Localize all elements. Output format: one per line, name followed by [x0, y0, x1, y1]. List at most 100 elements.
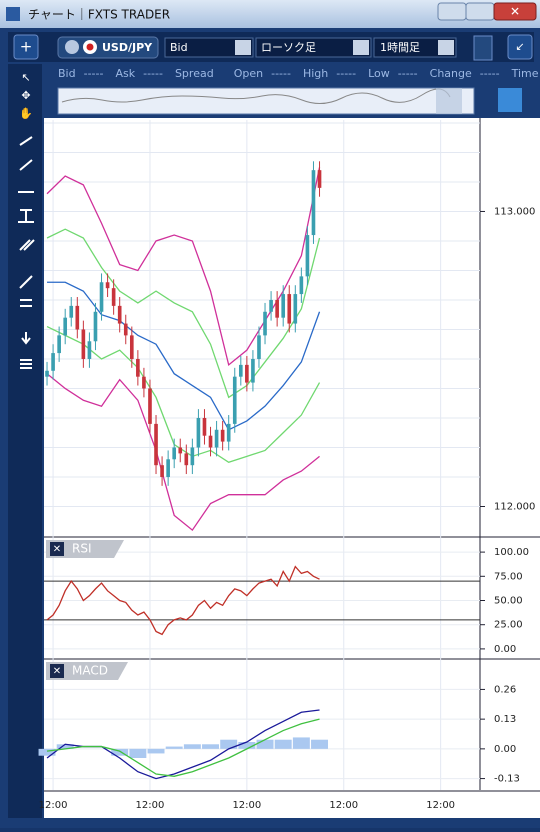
y-tick-label: 0.00 [494, 644, 516, 655]
chart-style-select[interactable] [255, 37, 372, 58]
maximize-button[interactable] [465, 2, 495, 21]
candle-body [202, 417, 207, 436]
candle-body [257, 335, 261, 359]
histogram-bar [238, 742, 256, 749]
candle-body [190, 447, 195, 466]
candle-body [63, 317, 68, 336]
quote-value: ----- [398, 67, 418, 80]
popout-button[interactable] [507, 34, 533, 60]
y-tick-label: 50.00 [494, 596, 523, 607]
candle-body [99, 282, 104, 312]
quote-label: Bid [58, 67, 76, 80]
dropdown-arrow [353, 40, 369, 55]
y-tick-label: 100.00 [494, 547, 529, 558]
quote-value: ----- [336, 67, 356, 80]
quote-label: Time [511, 67, 539, 80]
app-icon [6, 7, 20, 21]
flag-jp-dot [86, 43, 94, 51]
histogram-bar [56, 744, 74, 749]
candle-body [226, 423, 231, 442]
macd-close[interactable] [50, 664, 64, 678]
tool-icons [18, 136, 35, 369]
candle-body [166, 459, 170, 477]
price-side: Bid [170, 41, 188, 54]
symbol: USD/JPY [102, 41, 153, 54]
symbol-button[interactable] [57, 36, 159, 59]
quote-label: Low [368, 67, 390, 80]
timeframe-select[interactable] [373, 37, 457, 58]
minimize-button[interactable] [437, 2, 467, 21]
close-icon: ✕ [53, 544, 61, 555]
candle-body [311, 170, 316, 236]
quote-label: High [303, 67, 328, 80]
price-side-select[interactable] [164, 37, 254, 58]
histogram-bar [165, 746, 183, 749]
candle-body [57, 335, 61, 354]
x-tick-label: 12:00 [232, 800, 261, 811]
add-icon: + [20, 38, 33, 56]
histogram-bar [292, 737, 310, 749]
histogram-bar [129, 748, 147, 758]
indicator-line [46, 373, 320, 532]
candle-body [178, 447, 183, 454]
histogram-bar [111, 748, 129, 756]
quote-value: ----- [480, 67, 500, 80]
y-tick-label: 0.00 [494, 744, 516, 755]
candle-body [105, 282, 110, 289]
y-tick-label: 112.000 [494, 501, 535, 512]
x-tick-label: 12:00 [329, 800, 358, 811]
quote-label: Spread [175, 67, 214, 80]
indicator-line [46, 228, 321, 399]
candle-body [196, 417, 201, 448]
candle-body [142, 376, 146, 389]
histogram-bar [38, 748, 56, 756]
y-tick-label: -0.13 [494, 774, 520, 785]
rsi-line [46, 565, 320, 636]
histogram-bar [202, 744, 220, 749]
cursor-tool[interactable]: ↖ [21, 71, 30, 84]
overview-window[interactable] [436, 88, 462, 114]
rsi-close[interactable] [50, 542, 64, 556]
candle-body [293, 294, 298, 324]
expand-button[interactable] [498, 88, 522, 112]
candle-body [148, 388, 152, 424]
candle-body [111, 288, 116, 306]
candle-body [87, 341, 92, 359]
candle-body [263, 311, 267, 336]
candle-body [75, 305, 80, 330]
candle-body [93, 311, 98, 342]
hand-tool[interactable]: ✋ [19, 107, 33, 120]
panel-title: MACD [72, 664, 108, 678]
quote-value: ----- [143, 67, 163, 80]
candle-body [220, 429, 225, 442]
histogram-bar [183, 744, 201, 749]
candle-body [51, 353, 55, 371]
indicator-line [47, 281, 321, 431]
chart-style: ローソク足 [261, 41, 316, 54]
histogram-bar [256, 739, 274, 749]
quote-label: Ask [115, 67, 135, 80]
candle-body [172, 447, 177, 460]
tool-glyphs [18, 136, 35, 369]
close-button[interactable] [493, 2, 537, 21]
candle-body [275, 299, 279, 318]
candle-body [160, 465, 164, 477]
y-tick-label: 25.00 [494, 620, 523, 631]
indicator-line [46, 325, 321, 463]
dropdown-arrow [235, 40, 251, 55]
scroll-button[interactable] [473, 35, 493, 61]
crosshair-tool[interactable]: ✥ [21, 89, 30, 102]
chart-area [44, 118, 540, 818]
panel-title: RSI [72, 542, 92, 556]
add-button[interactable] [13, 34, 39, 60]
rsi-tab [46, 540, 124, 558]
x-tick-label: 12:00 [426, 800, 455, 811]
candle-body [154, 423, 158, 466]
drawing-tools [8, 64, 42, 818]
candle-body [136, 358, 140, 377]
candle-body [123, 323, 128, 336]
charts: 12:00 12:00 12:00 12:00 12:00 112.000 113.000 1… [38, 120, 535, 811]
overview-bar[interactable] [57, 87, 475, 115]
macd-line [46, 718, 320, 777]
